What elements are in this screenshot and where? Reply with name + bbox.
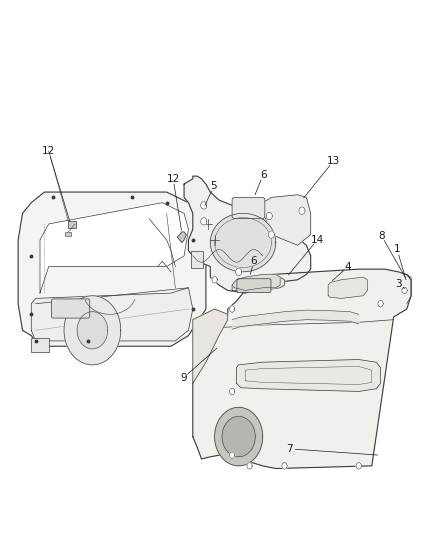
Text: 4: 4	[345, 262, 352, 271]
Polygon shape	[18, 192, 206, 346]
Polygon shape	[64, 296, 121, 365]
Polygon shape	[299, 207, 305, 214]
Text: 7: 7	[286, 444, 293, 454]
Polygon shape	[77, 312, 108, 349]
Polygon shape	[236, 268, 242, 276]
Bar	[191, 251, 203, 268]
Polygon shape	[193, 309, 228, 383]
FancyBboxPatch shape	[232, 197, 265, 219]
Text: 13: 13	[327, 156, 340, 166]
Polygon shape	[193, 269, 411, 469]
Polygon shape	[282, 463, 287, 469]
Polygon shape	[263, 195, 311, 245]
Polygon shape	[201, 201, 207, 209]
Polygon shape	[232, 277, 285, 290]
Text: 6: 6	[260, 170, 266, 180]
Polygon shape	[378, 301, 383, 307]
Polygon shape	[356, 463, 361, 469]
FancyBboxPatch shape	[237, 279, 271, 293]
Bar	[31, 338, 49, 352]
Text: 14: 14	[311, 235, 324, 245]
Polygon shape	[201, 217, 207, 225]
Polygon shape	[31, 288, 193, 341]
Polygon shape	[177, 232, 186, 243]
Polygon shape	[402, 287, 407, 294]
Bar	[65, 232, 71, 236]
Text: 8: 8	[378, 231, 385, 241]
Polygon shape	[328, 277, 367, 298]
Text: 3: 3	[396, 279, 402, 289]
Polygon shape	[212, 277, 217, 283]
Polygon shape	[222, 416, 255, 457]
Polygon shape	[230, 452, 235, 458]
Polygon shape	[210, 213, 276, 272]
Polygon shape	[230, 388, 235, 394]
Bar	[68, 221, 76, 228]
Text: 6: 6	[251, 256, 257, 266]
Text: 1: 1	[394, 245, 400, 254]
Polygon shape	[230, 306, 235, 312]
Polygon shape	[40, 203, 188, 293]
Text: 12: 12	[166, 174, 180, 184]
Polygon shape	[268, 231, 275, 238]
Polygon shape	[215, 407, 263, 466]
Polygon shape	[237, 360, 381, 391]
Text: 12: 12	[42, 146, 55, 156]
Polygon shape	[247, 463, 252, 469]
Text: 9: 9	[180, 373, 187, 383]
Text: 5: 5	[210, 181, 217, 191]
Polygon shape	[232, 274, 280, 290]
FancyBboxPatch shape	[51, 299, 90, 318]
Polygon shape	[184, 176, 311, 293]
Polygon shape	[266, 212, 272, 220]
